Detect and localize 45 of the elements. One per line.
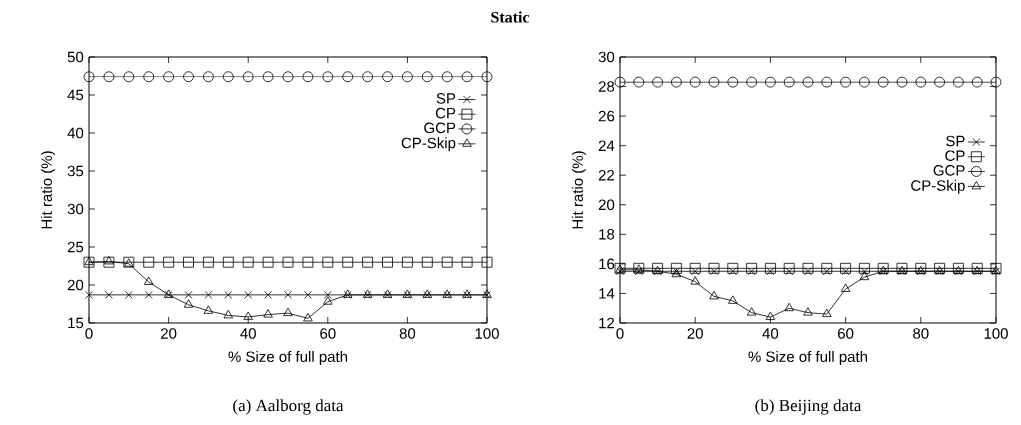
y-tick-label: 25 bbox=[67, 241, 84, 253]
y-tick-label: 50 bbox=[67, 51, 84, 63]
y-tick-label: 40 bbox=[67, 127, 84, 139]
x-tick-label: 20 bbox=[161, 328, 177, 339]
legend-label: CP bbox=[945, 150, 965, 162]
x-tick-label: 100 bbox=[475, 328, 499, 339]
y-tick-label: 24 bbox=[598, 140, 615, 151]
y-tick-label: 30 bbox=[67, 203, 84, 215]
x-tick-label: 80 bbox=[913, 328, 929, 339]
x-tick-label: 40 bbox=[240, 328, 256, 339]
text: (a) Aalborg data bbox=[233, 399, 344, 415]
legend-label: CP-Skip bbox=[911, 179, 965, 194]
y-tick-label: 22 bbox=[598, 169, 615, 181]
x-tick-label: 0 bbox=[85, 328, 93, 339]
x-tick-label: 0 bbox=[616, 328, 624, 339]
y-tick-label: 26 bbox=[598, 110, 615, 122]
y-tick-label: 16 bbox=[599, 258, 615, 270]
x-tick-label: 20 bbox=[687, 328, 703, 339]
x-tick-label: 80 bbox=[399, 328, 416, 339]
legend-label: CP-Skip bbox=[401, 137, 456, 152]
y-tick-label: 30 bbox=[598, 51, 615, 63]
y-axis-title: Hit ratio (%) bbox=[40, 151, 55, 229]
text: (b) Beijing data bbox=[755, 399, 862, 415]
legend-label: GCP bbox=[424, 122, 456, 134]
y-tick-label: 45 bbox=[67, 89, 84, 101]
x-axis-title: % Size of full path bbox=[748, 351, 868, 365]
y-tick-label: 28 bbox=[598, 81, 615, 92]
legend-label: GCP bbox=[933, 165, 965, 176]
y-tick-label: 12 bbox=[599, 317, 615, 329]
chart-title: Static bbox=[491, 11, 530, 23]
x-tick-label: 60 bbox=[838, 328, 854, 339]
x-tick-label: 100 bbox=[984, 328, 1008, 339]
legend-label: CP bbox=[435, 107, 456, 119]
y-tick-label: 20 bbox=[598, 199, 615, 211]
y-tick-label: 35 bbox=[67, 165, 84, 177]
legend-label: SP bbox=[946, 135, 965, 147]
x-tick-label: 60 bbox=[320, 328, 336, 339]
legend-label: SP bbox=[436, 93, 456, 104]
x-tick-label: 40 bbox=[762, 328, 779, 339]
y-tick-label: 18 bbox=[599, 229, 615, 240]
x-axis-title: % Size of full path bbox=[228, 351, 348, 365]
y-tick-label: 15 bbox=[68, 317, 84, 329]
y-tick-label: 20 bbox=[67, 279, 84, 291]
y-tick-label: 14 bbox=[599, 288, 615, 299]
y-axis-title: Hit ratio (%) bbox=[571, 151, 586, 229]
